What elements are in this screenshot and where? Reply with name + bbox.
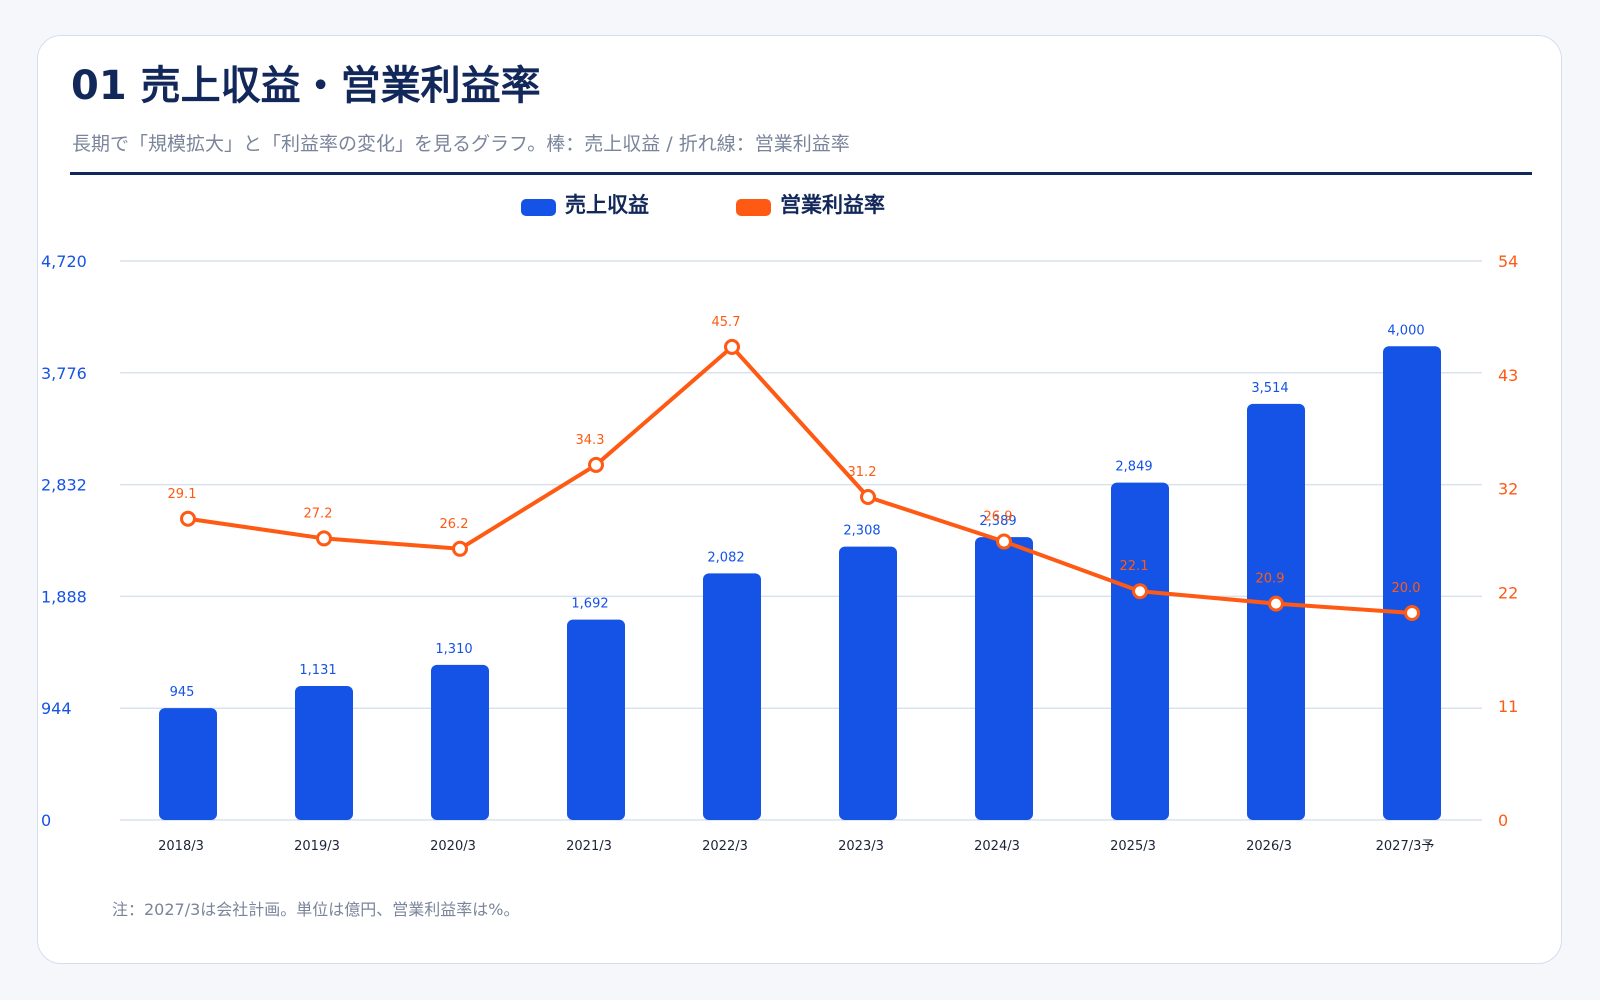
- legend: 売上収益 営業利益率: [521, 193, 885, 217]
- bar: [975, 537, 1033, 820]
- legend-label-line: 営業利益率: [780, 193, 885, 217]
- line-point: [860, 489, 876, 506]
- y-left-tick-label: 4,720: [41, 252, 87, 271]
- line-point: [316, 530, 332, 547]
- bar-value-label: 2,082: [707, 550, 744, 565]
- bar: [1383, 346, 1441, 820]
- bar-value-label: 1,310: [435, 642, 472, 657]
- legend-swatch-line: [736, 199, 771, 216]
- bar-value-label: 2,308: [843, 524, 880, 539]
- title-divider: [70, 172, 1532, 175]
- line-value-label: 20.0: [1392, 581, 1421, 596]
- y-left-tick-label: 2,832: [41, 476, 87, 495]
- y-right-tick-label: 54: [1498, 252, 1518, 271]
- bar-value-label: 945: [170, 685, 195, 700]
- x-tick-label: 2020/3: [430, 839, 476, 854]
- legend-swatch-bar: [521, 199, 556, 216]
- line-value-label: 20.9: [1256, 572, 1285, 587]
- bar: [703, 573, 761, 820]
- bar: [839, 546, 897, 820]
- line-series: [180, 338, 1420, 621]
- x-tick-label: 2021/3: [566, 839, 612, 854]
- footnote: 注：2027/3は会社計画。単位は億円、営業利益率は%。: [112, 900, 520, 919]
- line-value-label: 31.2: [848, 465, 877, 480]
- y-right-tick-label: 0: [1498, 811, 1508, 830]
- bar-value-label: 2,849: [1115, 460, 1152, 475]
- x-tick-label: 2023/3: [838, 839, 884, 854]
- line-value-label: 27.2: [304, 506, 333, 521]
- line-value-label: 22.1: [1120, 559, 1149, 574]
- y-left-tick-label: 1,888: [41, 587, 87, 606]
- line-point: [996, 533, 1012, 550]
- line-point: [724, 338, 740, 355]
- y-left-tick-label: 0: [41, 811, 51, 830]
- chart-card: 01 売上収益・営業利益率 長期で「規模拡大」と「利益率の変化」を見るグラフ。棒…: [37, 35, 1562, 964]
- bar-value-label: 1,692: [571, 597, 608, 612]
- y-right-tick-label: 43: [1498, 366, 1518, 385]
- line-value-label: 29.1: [168, 487, 197, 502]
- x-tick-label: 2022/3: [702, 839, 748, 854]
- line-value-labels: 29.1 27.2 26.2 34.3 45.7 31.2 26.9 22.1 20.9 20.0: [168, 315, 1421, 596]
- line-value-label: 26.9: [984, 510, 1013, 525]
- line-point: [1132, 583, 1148, 600]
- line-point: [180, 510, 196, 527]
- y-right-tick-label: 32: [1498, 480, 1518, 499]
- x-tick-label: 2026/3: [1246, 839, 1292, 854]
- bar-value-label: 4,000: [1387, 323, 1424, 338]
- page-subtitle: 長期で「規模拡大」と「利益率の変化」を見るグラフ。棒：売上収益 / 折れ線：営業…: [72, 133, 850, 155]
- y-right-tick-label: 22: [1498, 583, 1518, 602]
- line-point: [1268, 595, 1284, 612]
- line-point: [1404, 604, 1420, 621]
- x-tick-label: 2027/3予: [1376, 839, 1435, 854]
- bar-value-label: 1,131: [299, 663, 336, 678]
- line-value-label: 45.7: [712, 315, 741, 330]
- bar: [159, 708, 217, 820]
- y-right-tick-label: 11: [1498, 697, 1518, 716]
- bar: [567, 619, 625, 820]
- page-title: 01 売上収益・営業利益率: [71, 63, 541, 109]
- y-left-tick-label: 3,776: [41, 364, 87, 383]
- bar-series: [159, 346, 1441, 820]
- line-point: [452, 540, 468, 557]
- x-tick-label: 2024/3: [974, 839, 1020, 854]
- line-point: [588, 456, 604, 473]
- legend-label-bar: 売上収益: [565, 193, 649, 217]
- x-tick-label: 2025/3: [1110, 839, 1156, 854]
- x-tick-label: 2019/3: [294, 839, 340, 854]
- bar-value-labels: 945 1,131 1,310 1,692 2,082 2,308 2,389 2,849 3,…: [170, 323, 1425, 700]
- series-line: [186, 344, 1414, 615]
- y-axis-left: 0 944 1,888 2,832 3,776 4,720: [41, 252, 87, 830]
- x-axis: 2018/3 2019/3 2020/3 2021/3 2022/3 2023/3 2024…: [158, 839, 1434, 854]
- bar: [1247, 403, 1305, 820]
- x-tick-label: 2018/3: [158, 839, 204, 854]
- y-axis-right: 0 11 22 32 43 54: [1498, 252, 1518, 830]
- y-left-tick-label: 944: [41, 699, 72, 718]
- bar-value-label: 3,514: [1251, 381, 1288, 396]
- line-value-label: 34.3: [576, 433, 605, 448]
- bar: [1111, 482, 1169, 820]
- bar: [295, 686, 353, 820]
- bar-value-label: 2,389: [979, 514, 1016, 529]
- line-value-label: 26.2: [440, 517, 469, 532]
- bar: [431, 664, 489, 820]
